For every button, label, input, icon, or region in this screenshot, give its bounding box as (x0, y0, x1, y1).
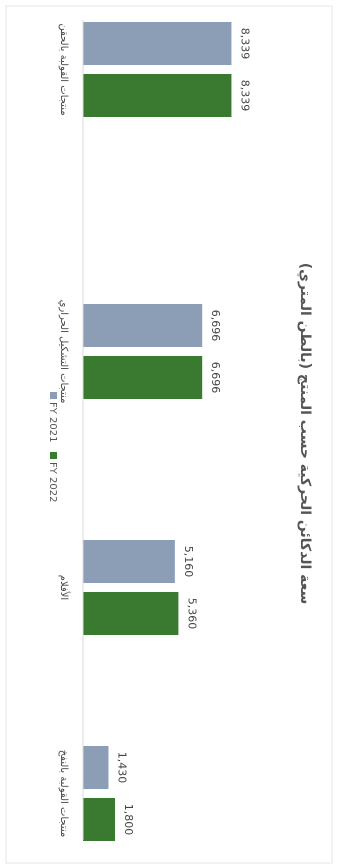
value-label-fy2022-cat-3: 1,800 (122, 804, 135, 836)
value-label-fy2021-cat-2: 5,160 (182, 546, 195, 578)
bar-fy2022-cat-1 (83, 356, 203, 399)
bar-fy2022-cat-0 (82, 74, 232, 117)
category-label-2: الأفلام (58, 575, 71, 600)
value-label-fy2022-cat-1: 6,696 (209, 362, 222, 394)
category-label-1: منتجات التشكيل الحراري (58, 300, 69, 404)
category-label-0: منتجات القولبة بالحقن (58, 23, 69, 115)
value-label-fy2021-cat-0: 8,339 (238, 28, 251, 60)
bar-fy2022-cat-3 (82, 798, 116, 841)
bar-marks (82, 22, 232, 841)
category-labels: منتجات القولبة بالحقن منتجات التشكيل الحر… (58, 23, 71, 837)
rotated-chart-group: سعة الدكائن الحركية حسب المنتج (بالطن ال… (47, 20, 313, 841)
legend-swatch-fy2021 (50, 392, 57, 399)
value-label-fy2022-cat-2: 5,360 (185, 598, 198, 630)
category-label-3: منتجات القولبة بالنفخ (58, 750, 69, 838)
value-label-fy2021-cat-1: 6,696 (209, 310, 222, 342)
bar-fy2021-cat-3 (82, 746, 109, 789)
value-labels: 8,339 8,339 6,696 6,696 5,160 5,360 1,430 1,800 (115, 28, 251, 836)
value-label-fy2022-cat-0: 8,339 (238, 80, 251, 112)
legend: FY 2021 FY 2022 (47, 392, 58, 503)
chart-border (5, 5, 333, 864)
legend-label-fy2022: FY 2022 (47, 462, 58, 503)
bar-fy2021-cat-2 (83, 540, 175, 583)
legend-swatch-fy2022 (50, 452, 57, 459)
bar-fy2022-cat-2 (83, 592, 179, 635)
bar-fy2021-cat-0 (82, 22, 232, 65)
chart-title: سعة الدكائن الحركية حسب المنتج (بالطن ال… (296, 263, 313, 605)
bar-fy2021-cat-1 (83, 304, 203, 347)
value-label-fy2021-cat-3: 1,430 (115, 752, 128, 784)
legend-label-fy2021: FY 2021 (47, 402, 58, 443)
